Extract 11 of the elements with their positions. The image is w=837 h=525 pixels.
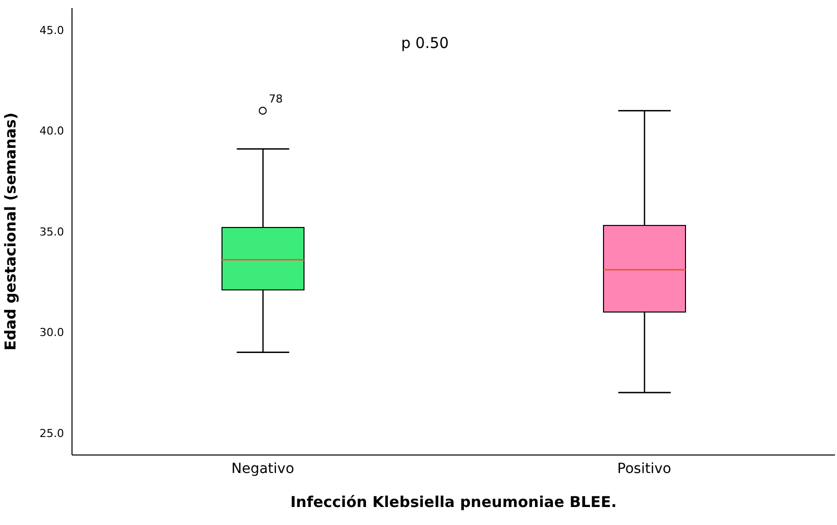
y-tick-label: 45.0 [40, 24, 64, 38]
x-tick-label: Negativo [231, 460, 294, 477]
annotation: 78 [268, 92, 283, 106]
x-axis-title: Infección Klebsiella pneumoniae BLEE. [290, 493, 617, 511]
annotation: p 0.50 [400, 34, 450, 52]
x-tick-label: Positivo [617, 460, 672, 477]
y-tick-label: 35.0 [40, 225, 64, 238]
y-tick-label: 25.0 [40, 426, 64, 440]
y-axis-title: Edad gestacional (semanas) [1, 112, 20, 350]
y-tick-label: 40.0 [40, 124, 64, 138]
y-tick-label: 30.0 [40, 326, 64, 340]
